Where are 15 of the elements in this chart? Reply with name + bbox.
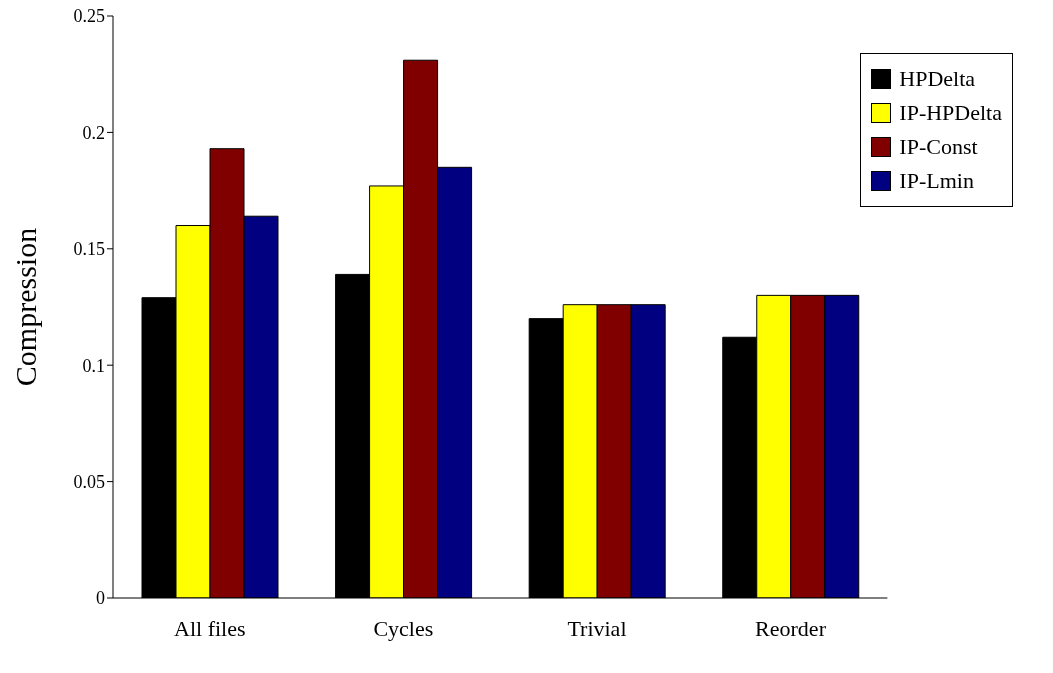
x-tick-label: Trivial xyxy=(567,615,627,641)
y-axis-title: Compression xyxy=(8,227,42,387)
y-tick-label: 0.2 xyxy=(82,122,105,143)
x-tick-label: All files xyxy=(174,615,246,641)
y-tick-label: 0.05 xyxy=(73,471,105,492)
y-tick-label: 0 xyxy=(96,588,105,609)
legend-label: IP-Lmin xyxy=(899,168,974,194)
y-tick-label: 0.15 xyxy=(73,239,105,260)
legend-label: HPDelta xyxy=(899,66,976,92)
x-tick-label: Cycles xyxy=(373,615,434,641)
y-tick-label: 0.1 xyxy=(82,355,105,376)
x-tick-label: Reorder xyxy=(755,615,827,641)
legend-label: IP-HPDelta xyxy=(899,100,1002,126)
legend-label: IP-Const xyxy=(899,134,978,160)
y-tick-label: 0.25 xyxy=(73,6,105,27)
